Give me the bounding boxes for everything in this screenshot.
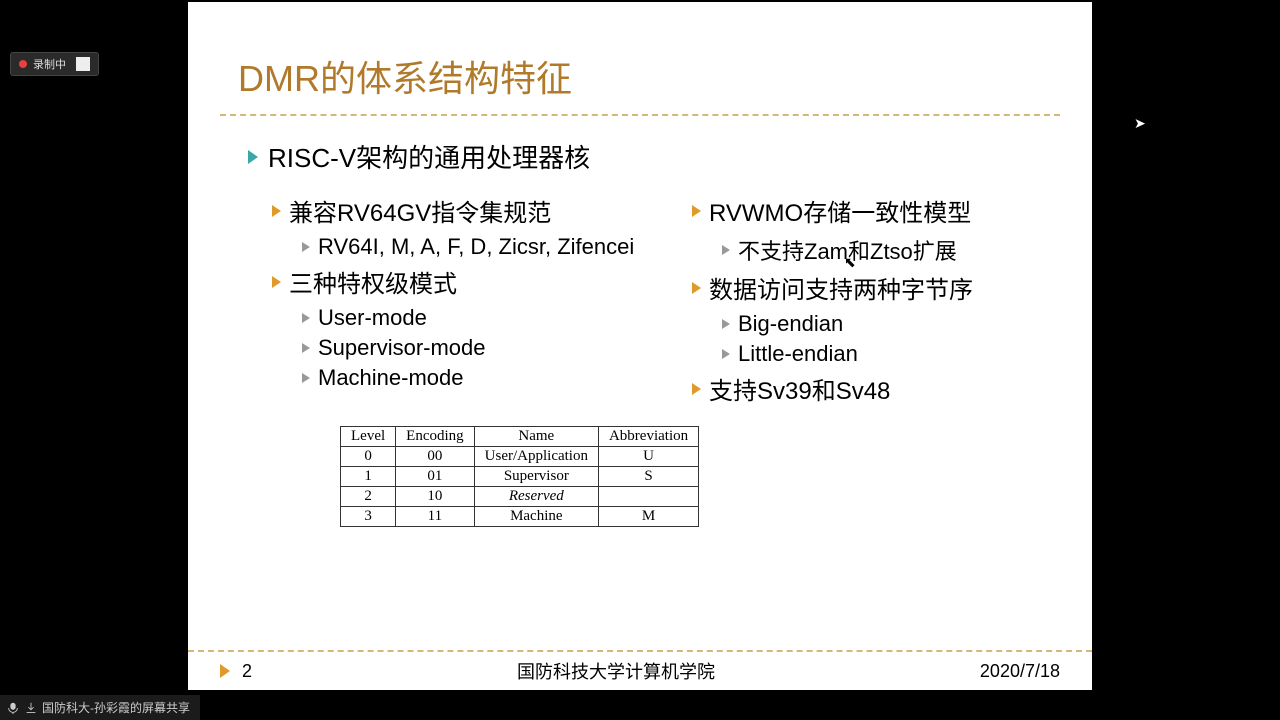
table-cell: 00	[396, 447, 475, 467]
bullet-text: User-mode	[318, 305, 427, 331]
mic-icon	[6, 701, 20, 715]
triangle-gray-icon	[302, 373, 310, 383]
triangle-gray-icon	[302, 343, 310, 353]
table-cell: Reserved	[474, 487, 598, 507]
footer-org: 国防科技大学计算机学院	[252, 658, 980, 684]
bullet-text: 支持Sv39和Sv48	[709, 371, 890, 406]
table-cell: U	[598, 447, 698, 467]
table-row: 210Reserved	[341, 487, 699, 507]
triangle-orange-icon	[272, 205, 281, 217]
slide-title: DMR的体系结构特征	[188, 2, 1092, 114]
title-divider	[220, 114, 1060, 116]
bullet-level2: Machine-mode	[302, 365, 648, 391]
bullet-level2: Little-endian	[722, 341, 1092, 367]
table-row: 000User/ApplicationU	[341, 447, 699, 467]
presentation-slide: DMR的体系结构特征 RISC-V架构的通用处理器核 兼容RV64GV指令集规范…	[188, 2, 1092, 690]
triangle-main-icon	[248, 150, 258, 164]
table-cell: 3	[341, 507, 396, 527]
table-cell: M	[598, 507, 698, 527]
privilege-table-wrapper: LevelEncodingNameAbbreviation000User/App…	[340, 426, 1092, 527]
table-cell: 10	[396, 487, 475, 507]
table-header: Encoding	[396, 427, 475, 447]
privilege-table: LevelEncodingNameAbbreviation000User/App…	[340, 426, 699, 527]
page-number: 2	[242, 661, 252, 682]
table-row: 101SupervisorS	[341, 467, 699, 487]
bullet-text: 兼容RV64GV指令集规范	[289, 193, 551, 228]
triangle-gray-icon	[302, 242, 310, 252]
table-cell: 1	[341, 467, 396, 487]
triangle-orange-icon	[692, 205, 701, 217]
table-cell: User/Application	[474, 447, 598, 467]
footer-date: 2020/7/18	[980, 661, 1060, 682]
table-header: Level	[341, 427, 396, 447]
cursor-icon: ➤	[1134, 115, 1146, 132]
screen-share-indicator: 国防科大-孙彩霞的屏幕共享	[0, 695, 200, 720]
bullet-level1: 支持Sv39和Sv48	[692, 371, 1092, 406]
table-cell	[598, 487, 698, 507]
triangle-gray-icon	[722, 319, 730, 329]
table-cell: S	[598, 467, 698, 487]
triangle-gray-icon	[302, 313, 310, 323]
table-header: Name	[474, 427, 598, 447]
slide-content: RISC-V架构的通用处理器核 兼容RV64GV指令集规范 RV64I, M, A…	[188, 138, 1092, 527]
recording-label: 录制中	[33, 56, 66, 72]
triangle-orange-icon	[272, 276, 281, 288]
bullet-level2: Big-endian	[722, 311, 1092, 337]
table-cell: 0	[341, 447, 396, 467]
bullet-text: Machine-mode	[318, 365, 464, 391]
main-bullet: RISC-V架构的通用处理器核	[248, 138, 1092, 175]
bullet-text: 三种特权级模式	[289, 264, 457, 299]
table-cell: Machine	[474, 507, 598, 527]
left-column: 兼容RV64GV指令集规范 RV64I, M, A, F, D, Zicsr, Z…	[248, 189, 648, 412]
share-text: 国防科大-孙彩霞的屏幕共享	[42, 699, 190, 716]
bullet-text: Big-endian	[738, 311, 843, 337]
recording-badge: 录制中	[10, 52, 99, 76]
bullet-columns: 兼容RV64GV指令集规范 RV64I, M, A, F, D, Zicsr, Z…	[248, 189, 1092, 412]
record-dot-icon	[19, 60, 27, 68]
bullet-text: Little-endian	[738, 341, 858, 367]
table-cell: 01	[396, 467, 475, 487]
bullet-level2: Supervisor-mode	[302, 335, 648, 361]
slide-footer: 2 国防科技大学计算机学院 2020/7/18	[188, 650, 1092, 690]
stop-recording-button[interactable]	[76, 57, 90, 71]
bullet-text: RV64I, M, A, F, D, Zicsr, Zifencei	[318, 234, 634, 260]
triangle-gray-icon	[722, 245, 730, 255]
bullet-text: 数据访问支持两种字节序	[709, 270, 973, 305]
bullet-level1: 兼容RV64GV指令集规范	[272, 193, 648, 228]
bullet-level2: 不支持Zam和Ztso扩展	[722, 234, 1092, 266]
table-header: Abbreviation	[598, 427, 698, 447]
bullet-level2: RV64I, M, A, F, D, Zicsr, Zifencei	[302, 234, 648, 260]
triangle-gray-icon	[722, 349, 730, 359]
table-cell: 11	[396, 507, 475, 527]
triangle-orange-icon	[692, 282, 701, 294]
bullet-level1: RVWMO存储一致性模型	[692, 193, 1092, 228]
bullet-text: Supervisor-mode	[318, 335, 486, 361]
download-icon	[24, 701, 38, 715]
table-row: 311MachineM	[341, 507, 699, 527]
right-column: RVWMO存储一致性模型不支持Zam和Ztso扩展数据访问支持两种字节序 Big-…	[668, 189, 1092, 412]
main-bullet-text: RISC-V架构的通用处理器核	[268, 138, 590, 175]
bullet-level2: User-mode	[302, 305, 648, 331]
bullet-level1: 数据访问支持两种字节序	[692, 270, 1092, 305]
triangle-orange-icon	[692, 383, 701, 395]
table-cell: 2	[341, 487, 396, 507]
footer-play-icon	[220, 664, 230, 678]
cursor-icon: ⬉	[844, 254, 856, 271]
table-cell: Supervisor	[474, 467, 598, 487]
bullet-level1: 三种特权级模式	[272, 264, 648, 299]
bullet-text: RVWMO存储一致性模型	[709, 193, 971, 228]
